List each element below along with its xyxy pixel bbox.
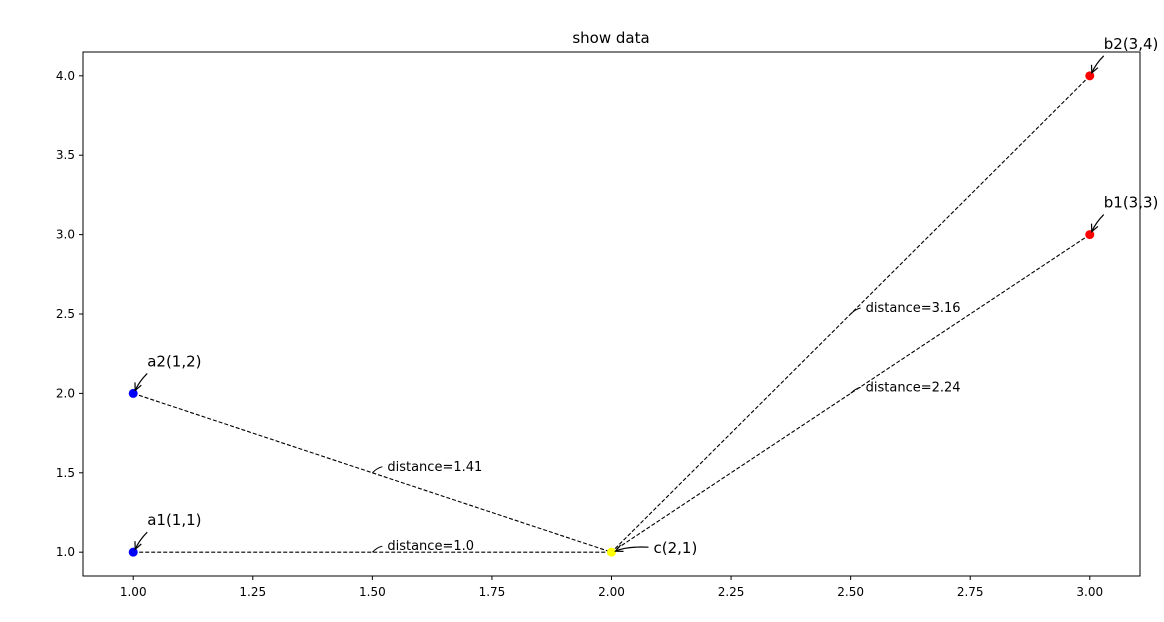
annotation-arrowhead: [134, 541, 142, 551]
distance-label: distance=3.16: [866, 301, 961, 316]
distance-label: distance=2.24: [866, 380, 961, 395]
points-layer: [128, 71, 1095, 557]
x-tick-label: 1.25: [239, 585, 266, 599]
annotation-arrowhead: [1090, 223, 1099, 233]
annotation-arrowhead: [614, 544, 624, 552]
annotation-arrow: [615, 546, 649, 552]
annotation-arrow: [1091, 214, 1105, 232]
data-point: [1085, 71, 1095, 81]
y-tick-label: 4.0: [56, 69, 75, 83]
annotation-arrow: [134, 531, 148, 550]
annotation-arrow: [134, 372, 148, 391]
data-point: [128, 388, 138, 398]
y-tick-label: 2.0: [56, 386, 75, 400]
y-tick-label: 3.0: [56, 228, 75, 242]
distance-label-leader: [850, 307, 861, 315]
x-tick-label: 1.75: [479, 585, 506, 599]
x-tick-label: 2.00: [598, 585, 625, 599]
annotation-arrow: [1091, 55, 1105, 74]
x-tick-label: 2.25: [718, 585, 745, 599]
distance-label-leader: [850, 386, 861, 394]
point-label: b2(3,4): [1104, 35, 1159, 53]
x-tick-label: 3.00: [1076, 585, 1103, 599]
y-tick-label: 2.5: [56, 307, 75, 321]
x-tick-label: 1.50: [359, 585, 386, 599]
data-point: [607, 547, 616, 557]
data-point: [1085, 230, 1095, 240]
y-axis: 1.0 1.5 2.0 2.5 3.0 3.5 4.0: [56, 69, 83, 559]
distance-label: distance=1.41: [387, 460, 482, 475]
distance-label-leader: [372, 466, 383, 474]
point-label: c(2,1): [654, 539, 698, 557]
point-label: b1(3,3): [1104, 194, 1159, 212]
y-tick-label: 1.5: [56, 466, 75, 480]
x-tick-label: 1.00: [120, 585, 147, 599]
annotations-layer: distance=1.0 distance=1.41 distance=2.24 di…: [134, 35, 1159, 557]
distance-label: distance=1.0: [387, 539, 474, 554]
annotation-arrowhead: [1090, 64, 1099, 75]
x-tick-label: 2.75: [957, 585, 984, 599]
annotation-arrowhead: [134, 382, 142, 392]
point-label: a1(1,1): [147, 511, 201, 529]
y-tick-label: 3.5: [56, 148, 75, 162]
x-axis: 1.00 1.25 1.50 1.75 2.00 2.25 2.50 2.75 3.00: [120, 576, 1103, 599]
y-tick-label: 1.0: [56, 545, 75, 559]
data-point: [128, 547, 138, 557]
point-label: a2(1,2): [147, 352, 201, 370]
chart-title: show data: [572, 29, 649, 47]
x-tick-label: 2.50: [837, 585, 864, 599]
distance-label-leader: [372, 545, 383, 553]
